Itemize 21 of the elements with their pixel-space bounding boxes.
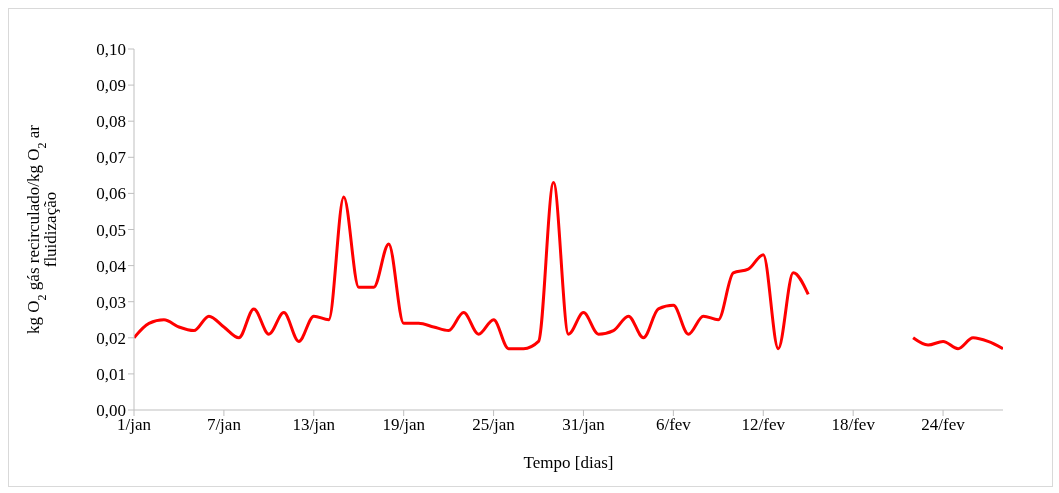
x-tick-label: 18/fev bbox=[831, 415, 876, 435]
x-tick-label: 12/fev bbox=[741, 415, 786, 435]
x-tick-label: 13/jan bbox=[292, 415, 336, 435]
y-tick-label: 0,04 bbox=[96, 256, 127, 276]
x-tick-label: 6/fev bbox=[655, 415, 692, 435]
x-tick-label: 31/jan bbox=[562, 415, 606, 435]
y-tick-label: 0,08 bbox=[96, 112, 126, 132]
y-tick-label: 0,07 bbox=[96, 148, 127, 168]
x-tick-label: 7/jan bbox=[206, 415, 242, 435]
y-tick-label: 0,10 bbox=[96, 40, 126, 60]
y-tick-label: 0,01 bbox=[96, 364, 126, 384]
x-tick-label: 25/jan bbox=[472, 415, 516, 435]
y-tick-label: 0,02 bbox=[96, 328, 126, 348]
x-axis-title: Tempo [dias] bbox=[523, 453, 614, 472]
x-tick-label: 19/jan bbox=[382, 415, 426, 435]
y-tick-label: 0,03 bbox=[96, 292, 126, 312]
y-tick-label: 0,06 bbox=[96, 184, 126, 204]
y-tick-label: 0,09 bbox=[96, 76, 126, 96]
x-tick-label: 24/fev bbox=[921, 415, 966, 435]
x-tick-label: 1/jan bbox=[117, 415, 152, 435]
y-tick-label: 0,05 bbox=[96, 220, 126, 240]
